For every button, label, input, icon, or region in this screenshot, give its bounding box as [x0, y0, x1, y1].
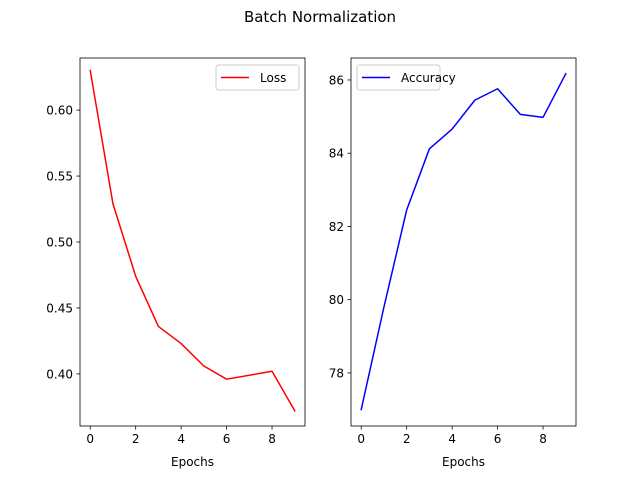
loss-legend-label: Loss — [260, 71, 286, 85]
accuracy-x-tick-label: 4 — [448, 432, 456, 446]
accuracy-x-tick-label: 0 — [357, 432, 365, 446]
accuracy-x-tick-label: 8 — [539, 432, 547, 446]
loss-y-tick-label: 0.55 — [46, 170, 73, 184]
accuracy-y-tick-label: 82 — [329, 220, 344, 234]
loss-legend-box — [215, 64, 300, 91]
loss-panel: 0 2 4 6 8 0.40 0.45 0.50 0.55 0.60 Epochs Loss — [46, 57, 306, 469]
loss-x-axis-label: Epochs — [171, 455, 214, 469]
accuracy-legend: Accuracy — [356, 64, 456, 91]
accuracy-axes-frame — [350, 57, 577, 427]
loss-x-tick-label: 6 — [223, 432, 231, 446]
loss-legend: Loss — [215, 64, 300, 91]
accuracy-x-tick-label: 2 — [403, 432, 411, 446]
loss-x-tick-label: 4 — [177, 432, 185, 446]
accuracy-series-line — [360, 72, 567, 411]
loss-y-tick-label: 0.45 — [46, 301, 73, 315]
loss-y-tick-label: 0.60 — [46, 104, 73, 118]
loss-y-tick-label: 0.40 — [46, 367, 73, 381]
loss-series-line — [89, 69, 296, 412]
figure-title: Batch Normalization — [244, 8, 396, 26]
accuracy-legend-box — [356, 64, 441, 91]
loss-x-tick-label: 2 — [132, 432, 140, 446]
accuracy-x-axis-label: Epochs — [442, 455, 485, 469]
accuracy-legend-label: Accuracy — [401, 71, 456, 85]
accuracy-y-tick-label: 78 — [329, 366, 344, 380]
accuracy-y-tick-label: 86 — [329, 73, 344, 87]
loss-y-tick-label: 0.50 — [46, 236, 73, 250]
accuracy-y-tick-label: 84 — [329, 147, 344, 161]
accuracy-panel: 0 2 4 6 8 78 80 82 84 86 Epochs Accuracy — [329, 57, 577, 469]
accuracy-x-tick-label: 6 — [494, 432, 502, 446]
loss-x-tick-label: 8 — [268, 432, 276, 446]
loss-x-tick-label: 0 — [86, 432, 94, 446]
accuracy-y-tick-label: 80 — [329, 293, 344, 307]
